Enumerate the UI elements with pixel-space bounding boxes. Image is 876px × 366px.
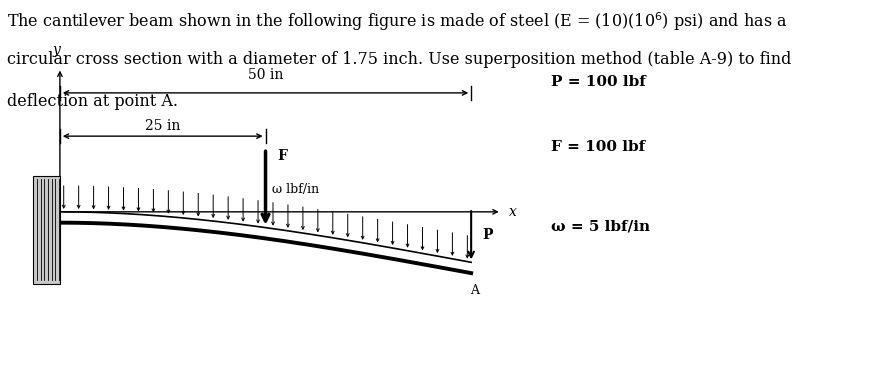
Text: 25 in: 25 in [145,119,180,132]
Text: O: O [47,241,58,254]
Text: ω = 5 lbf/in: ω = 5 lbf/in [551,219,650,233]
Text: F = 100 lbf: F = 100 lbf [551,140,646,154]
Text: The cantilever beam shown in the following figure is made of steel (E = (10)(10$: The cantilever beam shown in the followi… [7,10,787,33]
Bar [33,176,60,284]
Text: A: A [470,284,479,297]
Text: x: x [509,205,517,219]
Text: circular cross section with a diameter of 1.75 inch. Use superposition method (t: circular cross section with a diameter o… [7,52,791,68]
Text: 50 in: 50 in [248,68,283,82]
Text: y: y [53,43,60,57]
Text: F: F [277,149,286,163]
Text: deflection at point A.: deflection at point A. [7,93,178,110]
Text: P = 100 lbf: P = 100 lbf [551,75,646,89]
Text: ω lbf/in: ω lbf/in [272,183,320,196]
Text: P: P [483,228,493,242]
